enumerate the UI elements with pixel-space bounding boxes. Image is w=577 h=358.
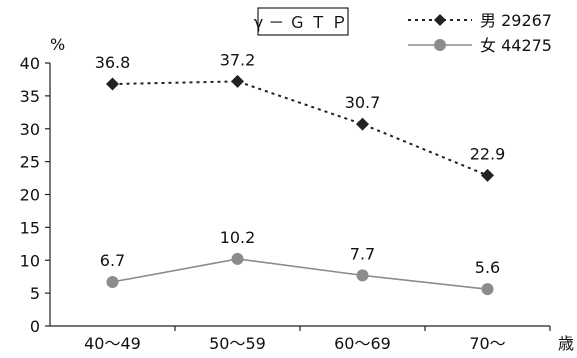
legend-marker-male-diamond-icon <box>434 14 446 26</box>
y-tick-label: 20 <box>20 186 40 205</box>
y-tick-label: 0 <box>30 317 40 336</box>
x-tick-label: 70～ <box>469 334 505 353</box>
legend-entry-female: 女 44275 <box>408 36 552 55</box>
data-label: 37.2 <box>220 50 256 69</box>
chart-title: γ－ＧＴＰ <box>254 13 352 32</box>
series-line-1 <box>112 258 488 290</box>
x-tick-label: 60～69 <box>334 334 391 353</box>
y-tick-label: 35 <box>20 87 40 106</box>
legend-entry-male: 男 29267 <box>408 11 552 30</box>
y-tick-label: 5 <box>30 284 40 303</box>
data-point-circle <box>356 269 369 282</box>
y-tick-label: 15 <box>20 218 40 237</box>
y-tick-label: 40 <box>20 54 40 73</box>
series-markers <box>106 74 494 296</box>
data-point-circle <box>481 283 494 296</box>
data-label: 7.7 <box>350 244 375 263</box>
legend-label-female: 女 44275 <box>480 36 552 55</box>
y-axis-unit-label: % <box>50 35 65 54</box>
data-label: 5.6 <box>475 258 500 277</box>
x-tick-label: 50～59 <box>209 334 266 353</box>
data-label: 22.9 <box>470 144 506 163</box>
legend: 男 29267 女 44275 <box>408 11 552 55</box>
series-line-0 <box>112 80 488 177</box>
legend-marker-female-circle-icon <box>434 39 446 51</box>
y-tick-label: 10 <box>20 251 40 270</box>
data-point-circle <box>106 275 119 288</box>
y-tick-label: 25 <box>20 153 40 172</box>
data-labels: 36.8 37.2 30.7 22.9 6.7 10.2 7.7 5.6 <box>95 50 506 277</box>
x-tick-label: 40～49 <box>84 334 141 353</box>
data-label: 30.7 <box>345 93 381 112</box>
y-tick-label: 30 <box>20 120 40 139</box>
legend-label-male: 男 29267 <box>480 11 552 30</box>
chart-title-box <box>257 7 349 36</box>
data-label: 36.8 <box>95 53 131 72</box>
x-ticks: 40～49 50～59 60～69 70～ <box>84 326 551 353</box>
data-point-diamond <box>356 117 369 131</box>
data-label: 10.2 <box>220 228 256 247</box>
x-axis-unit-label: 歳 <box>558 334 574 353</box>
data-label: 6.7 <box>100 251 125 270</box>
series-lines <box>112 80 488 290</box>
data-point-diamond <box>231 74 244 88</box>
data-point-circle <box>231 252 244 265</box>
chart-title-group: γ－ＧＴＰ <box>254 7 352 36</box>
y-ticks: 0 5 10 15 20 25 30 35 40 <box>20 54 50 336</box>
data-point-diamond <box>106 77 119 91</box>
data-point-diamond <box>481 168 494 182</box>
